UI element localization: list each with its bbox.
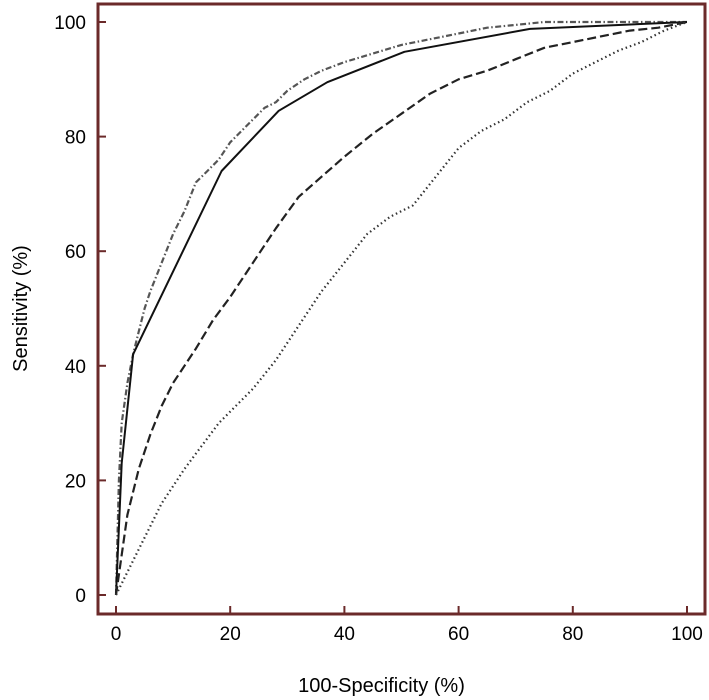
y-tick-label: 80	[65, 128, 86, 149]
y-tick-label: 100	[54, 13, 86, 34]
x-axis-title: 100-Specificity (%)	[298, 675, 465, 697]
roc-curve-dotted	[115, 20, 688, 596]
y-tick-label: 0	[75, 586, 86, 607]
roc-curve-solid	[115, 21, 688, 596]
tick-labels: 0 20 40 60 80 100 0 20 40 60 80 100	[54, 13, 703, 645]
x-tick-label: 0	[111, 624, 122, 645]
x-tick-label: 80	[562, 624, 583, 645]
y-tick-label: 20	[65, 471, 86, 492]
x-tick-label: 100	[671, 624, 703, 645]
x-tick-label: 20	[220, 624, 241, 645]
plot-area	[114, 20, 688, 596]
y-tick-label: 60	[65, 242, 86, 263]
y-tick-label: 40	[65, 357, 86, 378]
x-tick-label: 60	[448, 624, 469, 645]
plot-frame	[96, 2, 707, 616]
roc-curve-dashed	[114, 20, 688, 596]
y-axis-title: Sensitivity (%)	[10, 245, 32, 372]
x-tick-label: 40	[334, 624, 355, 645]
